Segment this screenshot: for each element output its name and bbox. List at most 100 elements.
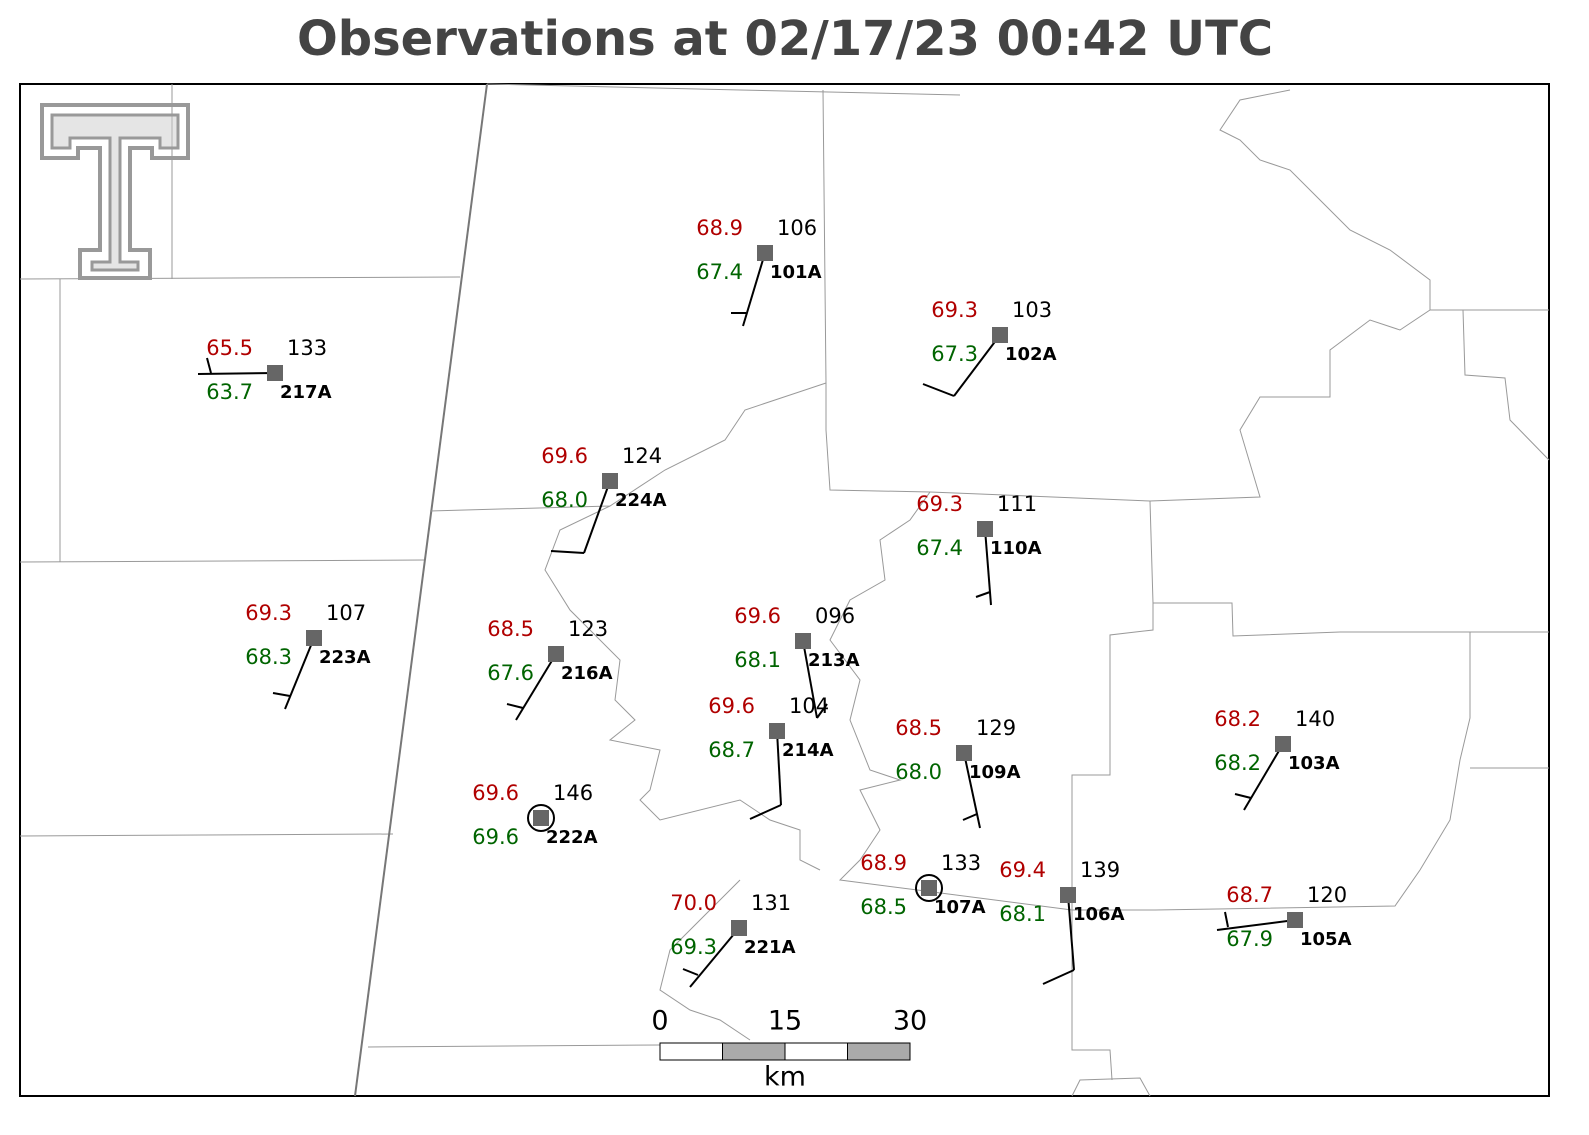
pressure: 124 [622, 444, 662, 468]
temperature: 69.4 [999, 858, 1046, 882]
temperature: 69.3 [916, 492, 963, 516]
pressure: 129 [976, 716, 1016, 740]
temperature: 69.6 [734, 604, 781, 628]
station-id: 221A [744, 937, 796, 958]
barb-flag [206, 357, 212, 374]
dewpoint: 68.1 [734, 648, 781, 672]
dewpoint: 68.0 [541, 488, 588, 512]
temperature: 68.5 [895, 716, 942, 740]
station-marker [757, 245, 773, 261]
dewpoint: 68.5 [860, 895, 907, 919]
station-id: 109A [969, 762, 1021, 783]
station-marker [533, 810, 549, 826]
barb-flag [749, 804, 782, 820]
scale-bar: 0 15 30 km [651, 1006, 927, 1093]
temperature: 69.3 [245, 601, 292, 625]
pressure: 139 [1080, 858, 1120, 882]
station-id: 213A [808, 650, 860, 671]
station-marker [1060, 887, 1076, 903]
station-marker [795, 633, 811, 649]
barb-flag [272, 692, 291, 697]
wind-barb [953, 334, 1001, 397]
temperature: 69.6 [541, 444, 588, 468]
barb-flag [550, 550, 585, 554]
calm-circle [915, 874, 943, 902]
station-id: 102A [1005, 344, 1057, 365]
station-id: 214A [782, 740, 834, 761]
temperature: 69.6 [472, 781, 519, 805]
temperature: 65.5 [206, 336, 253, 360]
pressure: 131 [751, 891, 791, 915]
title: Observations at 02/17/23 00:42 UTC [297, 11, 1273, 67]
station-plots: 68.9 106 67.4 101A 69.3 103 67.3 102A 65.5 133 63.… [197, 216, 1352, 988]
wind-barb [1216, 919, 1296, 931]
pressure: 140 [1295, 707, 1335, 731]
pressure: 096 [815, 604, 855, 628]
station-marker [306, 630, 322, 646]
station-marker [977, 521, 993, 537]
dewpoint: 69.6 [472, 825, 519, 849]
wind-barb [197, 372, 276, 375]
wind-barb [802, 640, 818, 719]
station-id: 224A [615, 490, 667, 511]
pressure: 111 [997, 492, 1037, 516]
logo [40, 103, 190, 280]
station-marker [921, 880, 937, 896]
wind-barb [583, 480, 611, 554]
barb-flag [1224, 911, 1229, 928]
dewpoint: 67.4 [696, 260, 743, 284]
wind-barb [742, 252, 766, 327]
station-marker [769, 723, 785, 739]
temperature: 68.2 [1214, 707, 1261, 731]
pressure: 120 [1307, 883, 1347, 907]
scale-label: 30 [893, 1006, 927, 1037]
wind-barb [963, 752, 981, 829]
barb-flag [922, 383, 955, 397]
dewpoint: 68.1 [999, 902, 1046, 926]
station-id: 223A [319, 647, 371, 668]
wind-barb [776, 730, 782, 806]
station-marker [956, 745, 972, 761]
station-marker [1275, 736, 1291, 752]
station-id: 103A [1288, 753, 1340, 774]
station-id: 101A [770, 262, 822, 283]
temperature: 69.6 [708, 694, 755, 718]
pressure: 104 [789, 694, 829, 718]
pressure: 146 [553, 781, 593, 805]
dewpoint: 63.7 [206, 380, 253, 404]
scale-label: 15 [768, 1006, 802, 1037]
station-marker [992, 327, 1008, 343]
station-marker [267, 365, 283, 381]
county-borders [19, 83, 1550, 1097]
station-id: 107A [934, 897, 986, 918]
station-id: 217A [280, 382, 332, 403]
barb-flag [506, 703, 524, 709]
wind-barb [284, 637, 315, 710]
barb-flag [1042, 969, 1075, 985]
station-marker [731, 920, 747, 936]
dewpoint: 67.3 [931, 342, 978, 366]
pressure: 133 [941, 851, 981, 875]
dewpoint: 67.9 [1226, 927, 1273, 951]
station-marker [548, 646, 564, 662]
pressure: 103 [1012, 298, 1052, 322]
wind-barb [1067, 894, 1075, 971]
station-id: 105A [1300, 929, 1352, 950]
barb-flag [682, 968, 699, 976]
scale-label: 0 [651, 1006, 668, 1037]
pressure: 106 [777, 216, 817, 240]
temperature: 68.9 [860, 851, 907, 875]
station-id: 106A [1073, 904, 1125, 925]
wind-barb [689, 927, 740, 988]
scale-unit: km [764, 1062, 806, 1093]
barb-flag [1234, 793, 1252, 799]
barb-flag [962, 813, 978, 821]
pressure: 133 [287, 336, 327, 360]
barb-flag [975, 591, 991, 598]
temperature: 68.9 [696, 216, 743, 240]
dewpoint: 67.6 [487, 661, 534, 685]
wind-barb [515, 653, 557, 721]
dewpoint: 68.7 [708, 738, 755, 762]
dewpoint: 68.3 [245, 645, 292, 669]
